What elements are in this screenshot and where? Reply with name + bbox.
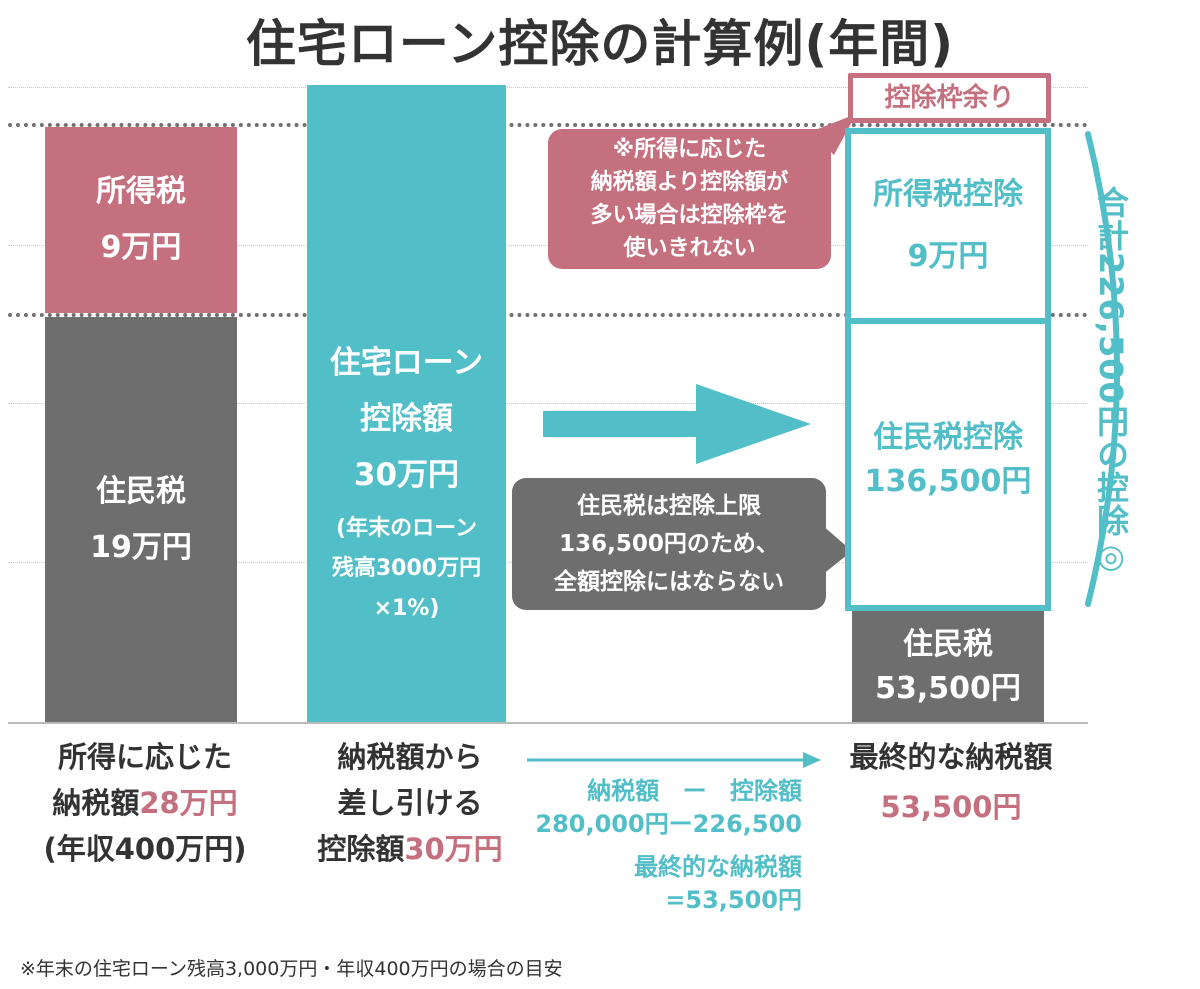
- caption2-line1: 納税額から: [337, 740, 483, 774]
- pink-note-line: 納税額より控除額が: [590, 170, 789, 195]
- surplus-box: 控除枠余り: [848, 73, 1051, 123]
- gray-note-line: 住民税は控除上限: [577, 493, 761, 519]
- caption1-line2-highlight: 28万円: [139, 786, 238, 820]
- residual-resident-tax-bar: 住民税 53,500円: [852, 611, 1044, 723]
- pink-note-bubble: ※所得に応じた 納税額より控除額が 多い場合は控除枠を 使いきれない: [548, 129, 831, 269]
- pink-note-line: 使いきれない: [623, 236, 756, 261]
- caption-final-tax: 最終的な納税額 53,500円: [820, 734, 1082, 830]
- calc-deduction-label: 控除額: [730, 777, 802, 805]
- income-tax-upper-line: [8, 123, 1088, 127]
- big-arrow-icon: [543, 384, 811, 464]
- pink-note-line: ※所得に応じた: [612, 137, 767, 162]
- resident-deduction-label: 住民税控除: [873, 420, 1023, 455]
- income-tax-lower-line: [8, 313, 1088, 317]
- caption2-line3: 控除額30万円: [270, 826, 550, 872]
- calc-row-header: 納税額 ー 控除額: [520, 775, 802, 808]
- deduction-line1: 住宅ローン: [329, 345, 484, 381]
- page-title: 住宅ローン控除の計算例(年間): [245, 15, 955, 73]
- resident-tax-bar: 住民税 19万円: [45, 317, 237, 723]
- total-bracket-icon: [1085, 131, 1120, 607]
- gray-note-line: 全額控除にはならない: [554, 569, 784, 595]
- grid-line: [8, 87, 1088, 88]
- income-tax-value: 9万円: [100, 230, 182, 265]
- deduction-note2: 残高3000万円: [331, 556, 482, 581]
- caption2-line2: 差し引ける: [337, 786, 483, 820]
- deduction-line2: 控除額: [360, 401, 453, 437]
- calculation-block: 納税額 ー 控除額 280,000円ー226,500 最終的な納税額 =53,5…: [520, 775, 802, 917]
- income-deduction-label: 所得税控除: [873, 177, 1023, 212]
- calc-row-result: =53,500円: [665, 886, 802, 914]
- gray-note-line: 136,500円のため、: [559, 531, 779, 557]
- income-deduction-value: 9万円: [907, 239, 989, 274]
- caption2-line3-highlight: 30万円: [404, 832, 503, 866]
- calc-tax-label: 納税額: [587, 777, 660, 805]
- surplus-label: 控除枠余り: [853, 78, 1046, 118]
- deduction-note3: ×1%): [373, 596, 440, 621]
- caption3-line2: 53,500円: [880, 790, 1022, 824]
- income-tax-bar: 所得税 9万円: [45, 127, 237, 313]
- caption1-line1: 所得に応じた: [57, 740, 232, 774]
- resident-tax-deduction-box: 住民税控除 136,500円: [845, 318, 1051, 611]
- resident-tax-label: 住民税: [96, 474, 186, 509]
- footnote: ※年末の住宅ローン残高3,000万円・年収400万円の場合の目安: [20, 958, 563, 980]
- deduction-note1: (年末のローン: [336, 516, 477, 541]
- caption1-line3: (年収400万円): [43, 832, 247, 866]
- deduction-amount: 30万円: [353, 457, 460, 493]
- baseline: [8, 722, 1088, 724]
- gray-note-bubble: 住民税は控除上限 136,500円のため、 全額控除にはならない: [512, 478, 826, 610]
- deduction-bar: 住宅ローン 控除額 30万円 (年末のローン 残高3000万円 ×1%): [307, 85, 506, 723]
- resident-tax-value: 19万円: [90, 530, 192, 565]
- gray-bubble-tail-icon: [822, 525, 852, 575]
- calc-row-values: 280,000円ー226,500: [535, 810, 802, 838]
- caption-tax-amount: 所得に応じた 納税額28万円 (年収400万円): [0, 734, 290, 872]
- residual-value: 53,500円: [875, 671, 1021, 706]
- income-tax-label: 所得税: [96, 174, 186, 209]
- caption3-line1: 最終的な納税額: [849, 740, 1053, 774]
- calc-row-result-label: 最終的な納税額: [634, 853, 802, 881]
- grid-line: [8, 403, 1088, 404]
- caption-deduction-amount: 納税額から 差し引ける 控除額30万円: [270, 734, 550, 872]
- pink-bubble-tail-icon: [810, 114, 856, 155]
- resident-deduction-value: 136,500円: [864, 464, 1032, 499]
- caption1-line2: 納税額28万円: [0, 780, 290, 826]
- caption2-line3-text: 控除額: [317, 832, 405, 866]
- small-arrow-icon: [527, 752, 821, 768]
- pink-note-line: 多い場合は控除枠を: [590, 203, 789, 228]
- caption1-line2-text: 納税額: [52, 786, 140, 820]
- residual-label: 住民税: [903, 627, 993, 662]
- total-deduction-label: 合計226,500円の控除◎: [1092, 186, 1130, 576]
- calc-minus: ー: [682, 777, 707, 805]
- income-tax-deduction-box: 所得税控除 9万円: [845, 128, 1051, 324]
